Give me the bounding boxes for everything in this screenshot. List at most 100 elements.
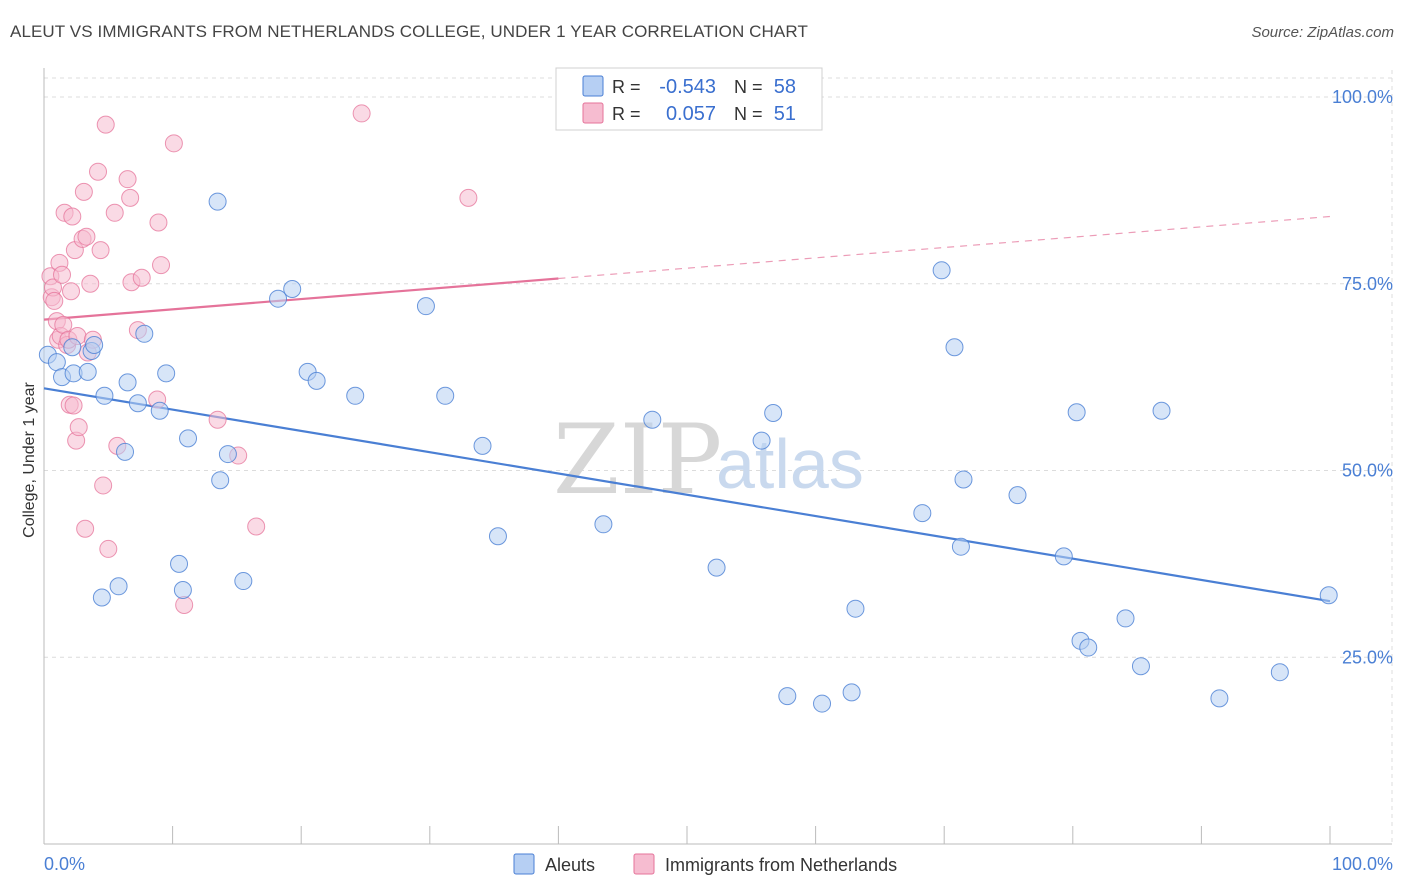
watermark-zip: ZIP xyxy=(553,404,722,516)
data-point-netherlands xyxy=(459,188,478,207)
data-point-aleuts xyxy=(932,261,951,280)
data-point-netherlands xyxy=(53,265,72,284)
data-point-aleuts xyxy=(594,515,613,534)
data-point-netherlands xyxy=(96,115,115,134)
data-point-aleuts xyxy=(1067,403,1086,422)
data-point-aleuts xyxy=(1008,486,1027,505)
ticks: 25.0% 50.0% 75.0% 100.0% 0.0% 100.0% xyxy=(44,87,1393,874)
data-point-aleuts xyxy=(1116,609,1135,628)
data-point-netherlands xyxy=(352,104,371,123)
data-point-aleuts xyxy=(813,694,832,713)
data-point-netherlands xyxy=(54,315,73,334)
data-point-netherlands xyxy=(121,188,140,207)
legend-n-label-2: N = xyxy=(734,104,763,124)
data-point-netherlands xyxy=(105,203,124,222)
x-tick-label: 0.0% xyxy=(44,854,85,874)
data-point-aleuts xyxy=(846,599,865,618)
data-point-aleuts xyxy=(778,687,797,706)
data-point-aleuts xyxy=(1152,401,1171,420)
data-point-netherlands xyxy=(69,418,88,437)
data-point-netherlands xyxy=(62,282,81,301)
data-point-aleuts xyxy=(416,297,435,316)
data-point-aleuts xyxy=(954,470,973,489)
legend-r-label-1: R = xyxy=(612,77,641,97)
data-point-aleuts xyxy=(1079,638,1098,657)
data-point-aleuts xyxy=(109,577,128,596)
data-point-netherlands xyxy=(81,274,100,293)
data-point-netherlands xyxy=(152,256,171,275)
data-point-netherlands xyxy=(91,241,110,260)
data-point-aleuts xyxy=(764,403,783,422)
series-legend: Aleuts Immigrants from Netherlands xyxy=(513,853,897,875)
data-point-netherlands xyxy=(175,595,194,614)
y-tick-label: 25.0% xyxy=(1342,647,1393,667)
data-point-aleuts xyxy=(211,471,230,490)
y-axis-label: College, Under 1 year xyxy=(21,382,38,538)
data-point-aleuts xyxy=(157,364,176,383)
data-point-aleuts xyxy=(473,436,492,455)
data-point-netherlands xyxy=(64,396,83,415)
data-point-aleuts xyxy=(913,504,932,523)
data-point-aleuts xyxy=(118,373,137,392)
bottom-legend-swatch-aleuts xyxy=(513,853,535,875)
data-point-aleuts xyxy=(47,353,66,372)
data-point-aleuts xyxy=(269,289,288,308)
data-point-netherlands xyxy=(118,170,137,189)
trend-lines xyxy=(43,215,1331,603)
watermark: ZIP atlas xyxy=(553,404,864,516)
data-point-aleuts xyxy=(95,386,114,405)
data-point-aleuts xyxy=(85,336,104,355)
data-point-aleuts xyxy=(951,537,970,556)
legend-swatch-netherlands xyxy=(582,102,604,124)
data-point-aleuts xyxy=(135,324,154,343)
data-point-netherlands xyxy=(164,134,183,153)
data-point-aleuts xyxy=(488,527,507,546)
grid-lines xyxy=(44,70,1393,844)
data-point-aleuts xyxy=(707,558,726,577)
data-point-aleuts xyxy=(752,431,771,450)
data-point-netherlands xyxy=(132,268,151,287)
x-tick-label: 100.0% xyxy=(1332,854,1393,874)
data-point-aleuts xyxy=(643,410,662,429)
data-point-aleuts xyxy=(116,442,135,461)
points-aleuts xyxy=(38,192,1338,713)
stats-legend: R = -0.543 N = 58 R = 0.057 N = 51 xyxy=(555,67,823,131)
data-point-aleuts xyxy=(283,279,302,298)
data-point-aleuts xyxy=(346,386,365,405)
data-point-netherlands xyxy=(77,227,96,246)
chart-title: ALEUT VS IMMIGRANTS FROM NETHERLANDS COL… xyxy=(10,22,808,41)
data-point-aleuts xyxy=(1131,657,1150,676)
y-tick-label: 50.0% xyxy=(1342,461,1393,481)
data-point-netherlands xyxy=(99,539,118,558)
legend-r-label-2: R = xyxy=(612,104,641,124)
legend-swatch-aleuts xyxy=(582,75,604,97)
legend-n-label-1: N = xyxy=(734,77,763,97)
data-point-aleuts xyxy=(173,581,192,600)
data-point-netherlands xyxy=(63,207,82,226)
data-point-netherlands xyxy=(74,182,93,201)
data-point-aleuts xyxy=(307,371,326,390)
data-point-netherlands xyxy=(76,519,95,538)
data-point-aleuts xyxy=(1270,663,1289,682)
data-point-netherlands xyxy=(247,517,266,536)
y-tick-label: 100.0% xyxy=(1332,87,1393,107)
bottom-legend-aleuts: Aleuts xyxy=(545,855,595,875)
points-immigrants-netherlands xyxy=(41,104,478,614)
legend-r-value-2: 0.057 xyxy=(666,103,716,125)
data-point-aleuts xyxy=(436,386,455,405)
trend-line-netherlands xyxy=(43,277,559,321)
data-point-aleuts xyxy=(1210,689,1229,708)
bottom-legend-netherlands: Immigrants from Netherlands xyxy=(665,855,897,875)
data-point-aleuts xyxy=(218,445,237,464)
data-point-aleuts xyxy=(1319,586,1338,605)
data-point-aleuts xyxy=(179,429,198,448)
bottom-legend-swatch-netherlands xyxy=(633,853,655,875)
data-point-aleuts xyxy=(63,338,82,357)
data-point-aleuts xyxy=(234,572,253,591)
trend-line-aleuts xyxy=(43,387,1331,603)
data-point-aleuts xyxy=(92,588,111,607)
data-point-netherlands xyxy=(45,291,64,310)
legend-n-value-1: 58 xyxy=(774,76,796,98)
data-point-netherlands xyxy=(208,410,227,429)
